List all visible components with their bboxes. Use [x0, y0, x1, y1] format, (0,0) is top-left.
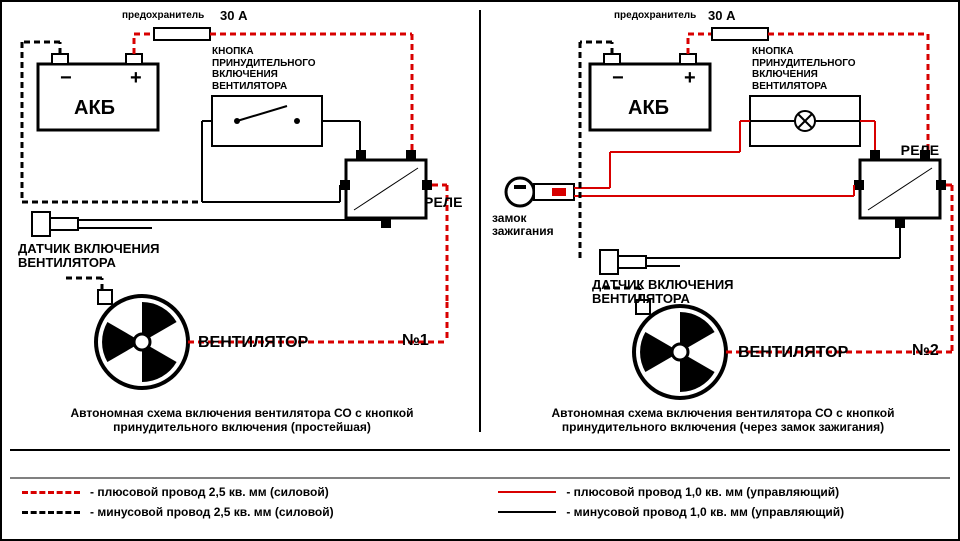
svg-text:−: − [60, 67, 72, 89]
scheme-2: − + АКБ [506, 28, 952, 398]
svg-text:+: + [684, 67, 696, 89]
fuse-rating-1: 30 А [220, 8, 247, 23]
caption-2: Автономная схема включения вентилятора С… [508, 406, 938, 434]
legend-item-power-plus: - плюсовой провод 2,5 кв. мм (силовой) [22, 485, 462, 499]
ignition-label: замок зажигания [492, 212, 554, 238]
legend-text: - плюсовой провод 2,5 кв. мм (силовой) [90, 485, 329, 499]
sensor-1 [32, 212, 386, 236]
fan-label-2: ВЕНТИЛЯТОР [738, 344, 848, 362]
relay-label-1: РЕЛЕ [424, 194, 463, 210]
legend-item-power-minus: - минусовой провод 2,5 кв. мм (силовой) [22, 505, 462, 519]
battery-label-1: АКБ [74, 97, 115, 119]
fuse-label-1: предохранитель [122, 10, 204, 21]
svg-text:+: + [130, 67, 142, 89]
fuse-label-2: предохранитель [614, 10, 696, 21]
legend-item-control-minus: - минусовой провод 1,0 кв. мм (управляющ… [498, 505, 938, 519]
scheme-no-1: №1 [402, 332, 429, 350]
caption-1: Автономная схема включения вентилятора С… [32, 406, 452, 434]
sensor-label-1: ДАТЧИК ВКЛЮЧЕНИЯ ВЕНТИЛЯТОРА [18, 242, 160, 271]
legend-text: - минусовой провод 1,0 кв. мм (управляющ… [566, 505, 844, 519]
svg-text:−: − [612, 67, 624, 89]
fuse-rating-2: 30 А [708, 8, 735, 23]
legend-text: - плюсовой провод 1,0 кв. мм (управляющи… [566, 485, 839, 499]
svg-text:АКБ: АКБ [628, 97, 669, 119]
fan-label-1: ВЕНТИЛЯТОР [198, 334, 308, 352]
legend: - плюсовой провод 2,5 кв. мм (силовой) -… [22, 485, 938, 525]
force-btn-label-1: КНОПКА ПРИНУДИТЕЛЬНОГО ВКЛЮЧЕНИЯ ВЕНТИЛЯ… [212, 46, 316, 92]
relay-label-2: РЕЛЕ [901, 142, 940, 158]
fan-1 [62, 278, 447, 388]
sensor-label-2: ДАТЧИК ВКЛЮЧЕНИЯ ВЕНТИЛЯТОРА [592, 278, 734, 307]
diagram-canvas: − + АКБ [0, 0, 960, 541]
force-btn-label-2: КНОПКА ПРИНУДИТЕЛЬНОГО ВКЛЮЧЕНИЯ ВЕНТИЛЯ… [752, 46, 856, 92]
legend-text: - минусовой провод 2,5 кв. мм (силовой) [90, 505, 334, 519]
legend-item-control-plus: - плюсовой провод 1,0 кв. мм (управляющи… [498, 485, 938, 499]
scheme-no-2: №2 [912, 342, 939, 360]
